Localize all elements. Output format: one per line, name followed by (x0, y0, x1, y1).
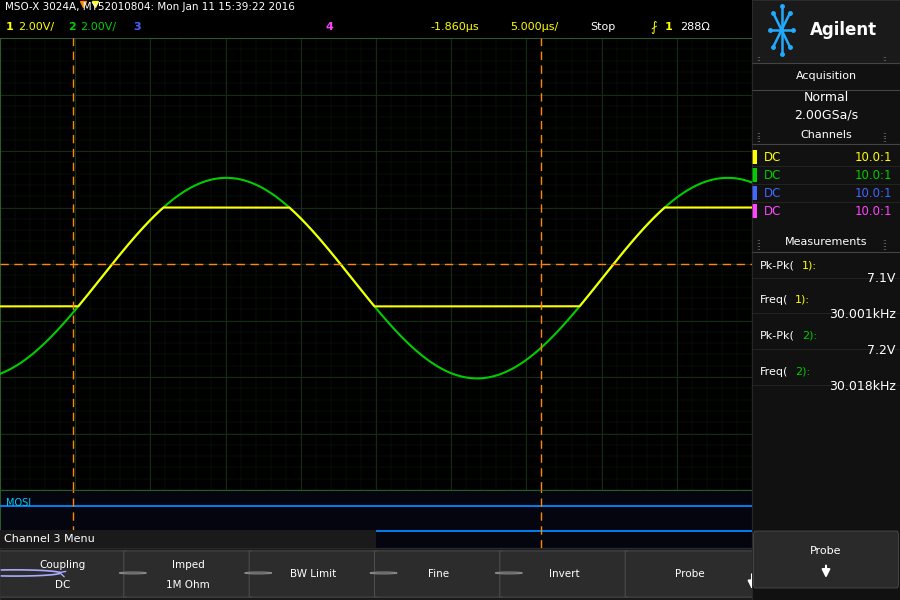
Text: 2.00V/: 2.00V/ (18, 22, 54, 32)
Text: 10.0:1: 10.0:1 (855, 151, 893, 164)
Text: ::: :: (756, 137, 761, 143)
Text: DC: DC (764, 169, 781, 182)
Text: DC: DC (764, 151, 781, 164)
FancyBboxPatch shape (374, 551, 503, 597)
Text: 2: 2 (68, 22, 76, 32)
Text: Pk-Pk(: Pk-Pk( (760, 331, 795, 341)
Bar (752, 168, 757, 182)
FancyBboxPatch shape (124, 551, 252, 597)
Text: Fine: Fine (428, 569, 449, 579)
Text: 1: 1 (6, 22, 14, 32)
Text: ::: :: (756, 56, 761, 62)
Bar (752, 186, 757, 200)
Text: MISO: MISO (6, 530, 32, 540)
Text: 2.00V/: 2.00V/ (80, 22, 116, 32)
Text: Probe: Probe (810, 546, 842, 556)
Text: 2):: 2): (795, 367, 810, 377)
Text: DC: DC (55, 580, 70, 590)
Text: BW Limit: BW Limit (290, 569, 337, 579)
Text: 3: 3 (133, 22, 140, 32)
FancyBboxPatch shape (753, 531, 898, 588)
Text: Pk-Pk(: Pk-Pk( (760, 260, 795, 270)
Circle shape (245, 572, 272, 574)
Text: ::: :: (882, 56, 887, 62)
Text: Freq(: Freq( (760, 367, 788, 377)
Text: DC: DC (764, 187, 781, 200)
Text: ::: :: (882, 132, 887, 138)
Text: Acquisition: Acquisition (796, 71, 857, 81)
Bar (752, 0, 900, 63)
Text: ⨏: ⨏ (650, 21, 656, 34)
Text: ::: :: (756, 132, 761, 138)
Text: 10.0:1: 10.0:1 (855, 187, 893, 200)
Text: Coupling: Coupling (40, 560, 86, 569)
Circle shape (370, 572, 397, 574)
Text: 1M Ohm: 1M Ohm (166, 580, 210, 590)
Text: Imped: Imped (172, 560, 204, 569)
Text: -1.860µs: -1.860µs (430, 22, 479, 32)
Text: MSO-X 3024A, MY52010804: Mon Jan 11 15:39:22 2016: MSO-X 3024A, MY52010804: Mon Jan 11 15:3… (5, 2, 295, 12)
Text: Stop: Stop (590, 22, 616, 32)
FancyBboxPatch shape (0, 551, 127, 597)
Text: 288Ω: 288Ω (680, 22, 710, 32)
Text: DC: DC (764, 205, 781, 218)
Text: 1: 1 (665, 22, 673, 32)
Text: 7.2V: 7.2V (868, 344, 896, 357)
Text: 4: 4 (325, 22, 333, 32)
Text: 10.0:1: 10.0:1 (855, 169, 893, 182)
Text: 2.00GSa/s: 2.00GSa/s (794, 109, 858, 122)
Text: Freq(: Freq( (760, 295, 788, 305)
FancyBboxPatch shape (249, 551, 377, 597)
Text: Measurements: Measurements (785, 237, 868, 247)
Text: ::: :: (756, 245, 761, 251)
Circle shape (495, 572, 522, 574)
FancyBboxPatch shape (626, 551, 753, 597)
Text: 1):: 1): (795, 295, 810, 305)
Text: 30.018kHz: 30.018kHz (829, 380, 896, 393)
Text: MOSI: MOSI (6, 498, 32, 508)
Text: ::: :: (882, 245, 887, 251)
Text: Probe: Probe (674, 569, 704, 579)
Text: 7.1V: 7.1V (868, 272, 896, 286)
Text: Agilent: Agilent (810, 21, 878, 39)
Text: Invert: Invert (549, 569, 580, 579)
Bar (752, 150, 757, 164)
Text: Channel 3 Menu: Channel 3 Menu (4, 534, 94, 544)
Text: 2):: 2): (802, 331, 817, 341)
Bar (752, 204, 757, 218)
Text: 1):: 1): (802, 260, 817, 270)
Text: Channels: Channels (800, 130, 852, 140)
Text: ::: :: (882, 239, 887, 245)
FancyBboxPatch shape (500, 551, 628, 597)
Circle shape (120, 572, 147, 574)
Text: ::: :: (882, 137, 887, 143)
Text: 5.000µs/: 5.000µs/ (510, 22, 558, 32)
Text: Normal: Normal (804, 91, 849, 104)
Text: ::: :: (756, 239, 761, 245)
Text: 10.0:1: 10.0:1 (855, 205, 893, 218)
Text: 30.001kHz: 30.001kHz (829, 308, 896, 321)
